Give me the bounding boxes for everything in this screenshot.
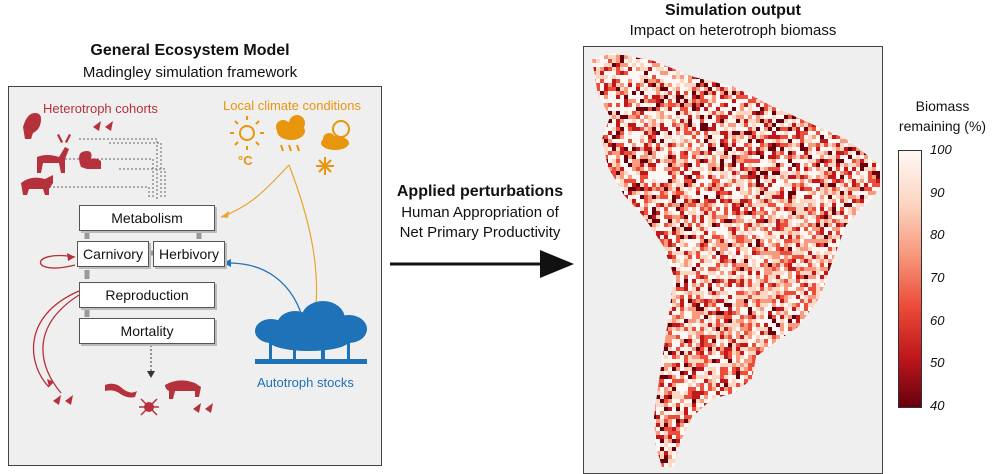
model-title: General Ecosystem Model [0,42,380,60]
colorbar [898,150,922,408]
reproduction-box: Reproduction [79,282,215,308]
celsius-label: °C [238,153,253,168]
biomass-map-panel [583,46,883,474]
colorbar-tick: 60 [930,313,944,328]
perturbation-arrow [388,246,578,282]
colorbar-tick: 100 [930,142,952,157]
heterotroph-label: Heterotroph cohorts [43,101,158,116]
perturbations-title: Applied perturbations [380,183,580,201]
perturbations-line-1: Human Appropriation of [380,204,580,221]
output-subtitle: Impact on heterotroph biomass [583,22,883,39]
autotroph-trees [9,87,381,465]
carnivory-box: Carnivory [77,241,149,267]
colorbar-tick: 50 [930,355,944,370]
output-title: Simulation output [583,2,883,20]
ecosystem-model-panel: Heterotroph cohorts Local climate condit… [8,86,382,466]
perturbations-line-2: Net Primary Productivity [380,224,580,241]
climate-label: Local climate conditions [223,98,361,113]
colorbar-tick: 70 [930,270,944,285]
map-cells [584,47,882,473]
colorbar-title-1: Biomass [885,98,1000,114]
model-subtitle: Madingley simulation framework [0,64,380,81]
colorbar-title-2: remaining (%) [885,118,1000,134]
south-america-biomass-map [584,47,882,473]
colorbar-tick: 90 [930,185,944,200]
colorbar-tick: 80 [930,227,944,242]
mortality-box: Mortality [79,318,215,344]
autotroph-label: Autotroph stocks [257,375,354,390]
colorbar-tick: 40 [930,398,944,413]
herbivory-box: Herbivory [153,241,225,267]
tree-icon [255,301,367,364]
metabolism-box: Metabolism [79,205,215,231]
